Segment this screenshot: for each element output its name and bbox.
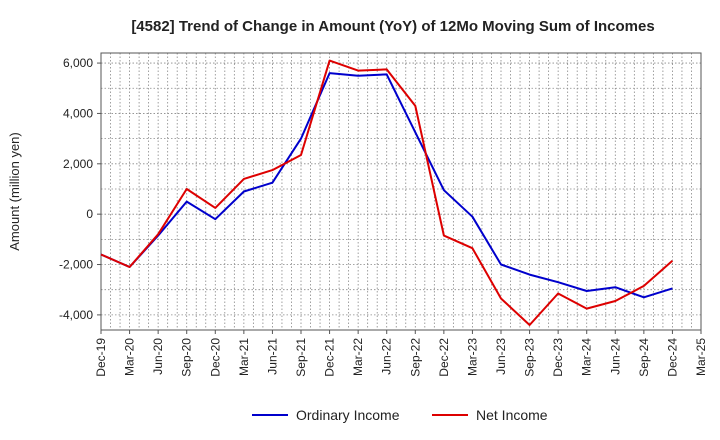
y-tick-label: -4,000 — [59, 308, 93, 322]
series — [100, 59, 674, 326]
y-tick-label: 2,000 — [63, 157, 93, 171]
x-tick-label: Jun-23 — [494, 338, 508, 375]
x-tick-label: Jun-21 — [265, 338, 279, 375]
x-tick-label: Dec-23 — [551, 338, 565, 377]
x-tick-label: Dec-21 — [323, 338, 337, 377]
x-tick-label: Jun-24 — [608, 338, 622, 375]
x-tick-label: Dec-19 — [94, 338, 108, 377]
x-tick-label: Jun-22 — [380, 338, 394, 375]
x-tick-label: Mar-25 — [694, 338, 708, 376]
x-tick-label: Sep-22 — [408, 338, 422, 377]
legend-label-net-income: Net Income — [476, 407, 548, 423]
x-tick-label: Jun-20 — [151, 338, 165, 375]
legend-label-ordinary-income: Ordinary Income — [296, 407, 400, 423]
x-tick-label: Dec-20 — [208, 338, 222, 377]
legend: Ordinary Income Net Income — [252, 407, 548, 423]
plot-area — [100, 52, 702, 331]
y-tick-label: 0 — [86, 207, 93, 221]
x-axis: Dec-19 Mar-20 Jun-20 Sep-20 Dec-20 Mar-21 Jun-… — [94, 330, 708, 377]
x-tick-label: Sep-24 — [637, 338, 651, 377]
y-tick-label: 4,000 — [63, 106, 93, 120]
y-axis-label: Amount (million yen) — [7, 132, 22, 251]
x-tick-label: Sep-21 — [294, 338, 308, 377]
y-axis: -4,000 -2,000 0 2,000 4,000 6,000 — [59, 56, 101, 322]
x-tick-label: Mar-22 — [351, 338, 365, 376]
x-tick-label: Sep-23 — [523, 338, 537, 377]
x-tick-label: Dec-22 — [437, 338, 451, 377]
x-tick-label: Mar-23 — [465, 338, 479, 376]
x-tick-label: Mar-24 — [580, 338, 594, 376]
grid — [101, 53, 701, 330]
series-line-net-income — [100, 59, 674, 326]
chart-title: [4582] Trend of Change in Amount (YoY) o… — [131, 18, 654, 35]
y-tick-label: -2,000 — [59, 258, 93, 272]
y-tick-label: 6,000 — [63, 56, 93, 70]
x-tick-label: Mar-21 — [237, 338, 251, 376]
series-line-ordinary-income — [100, 72, 673, 299]
x-tick-label: Dec-24 — [665, 338, 679, 377]
x-tick-label: Mar-20 — [123, 338, 137, 376]
x-tick-label: Sep-20 — [180, 338, 194, 377]
